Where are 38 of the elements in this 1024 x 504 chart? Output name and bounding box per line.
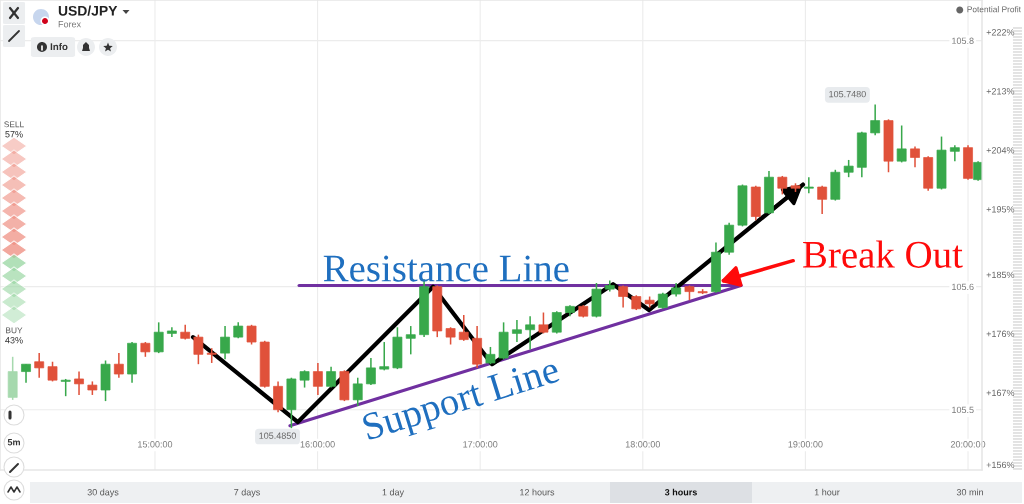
y2-tick-label: +167%: [986, 389, 1015, 397]
y2-tick-label: +213%: [986, 88, 1015, 95]
series-label: Resistance Line: [323, 255, 569, 282]
text: 30 min: [956, 488, 983, 496]
y2-tick-label: +222%: [986, 29, 1015, 36]
y2-tick-label: +185%: [986, 271, 1015, 279]
y2-tick-label: +195%: [986, 206, 1015, 213]
x-tick-label: 17:00:00: [463, 441, 498, 448]
annotation: BUY: [6, 327, 23, 334]
y2-tick-label: +176%: [986, 330, 1015, 338]
annotation: 105.7480: [829, 90, 866, 98]
annotation: 57%: [5, 131, 23, 138]
y-tick-label: 105.6: [952, 283, 974, 291]
x-tick-label: 15:00:00: [138, 441, 173, 448]
annotation: 105.4850: [259, 432, 296, 439]
chart-title: USD/JPY: [58, 5, 118, 16]
x-tick-label: 19:00:00: [788, 441, 823, 448]
y2-axis-title: Potential Profit: [967, 6, 1021, 13]
annotation: 43%: [5, 337, 23, 344]
y2-tick-label: +204%: [986, 147, 1015, 154]
y2-tick-label: +156%: [986, 461, 1015, 469]
text: 30 days: [87, 488, 119, 498]
annotation: 5m: [7, 439, 20, 446]
x-tick-label: 20:00:00: [950, 441, 986, 448]
y-tick-label: 105.8: [952, 37, 974, 44]
text: 12 hours: [520, 488, 555, 496]
text: 1 day: [382, 488, 405, 498]
annotation: Break Out: [803, 240, 963, 268]
x-tick-label: 18:00:00: [625, 441, 661, 448]
annotation: Info: [50, 42, 68, 51]
text: 3 hours: [664, 488, 697, 496]
text: Forex: [58, 21, 81, 28]
y-tick-label: 105.5: [952, 406, 974, 414]
text: 1 hour: [814, 488, 840, 496]
annotation: SELL: [4, 121, 24, 128]
text: 7 days: [234, 488, 260, 498]
x-tick-label: 16:00:00: [300, 441, 335, 448]
text: Support Line: [361, 363, 561, 441]
